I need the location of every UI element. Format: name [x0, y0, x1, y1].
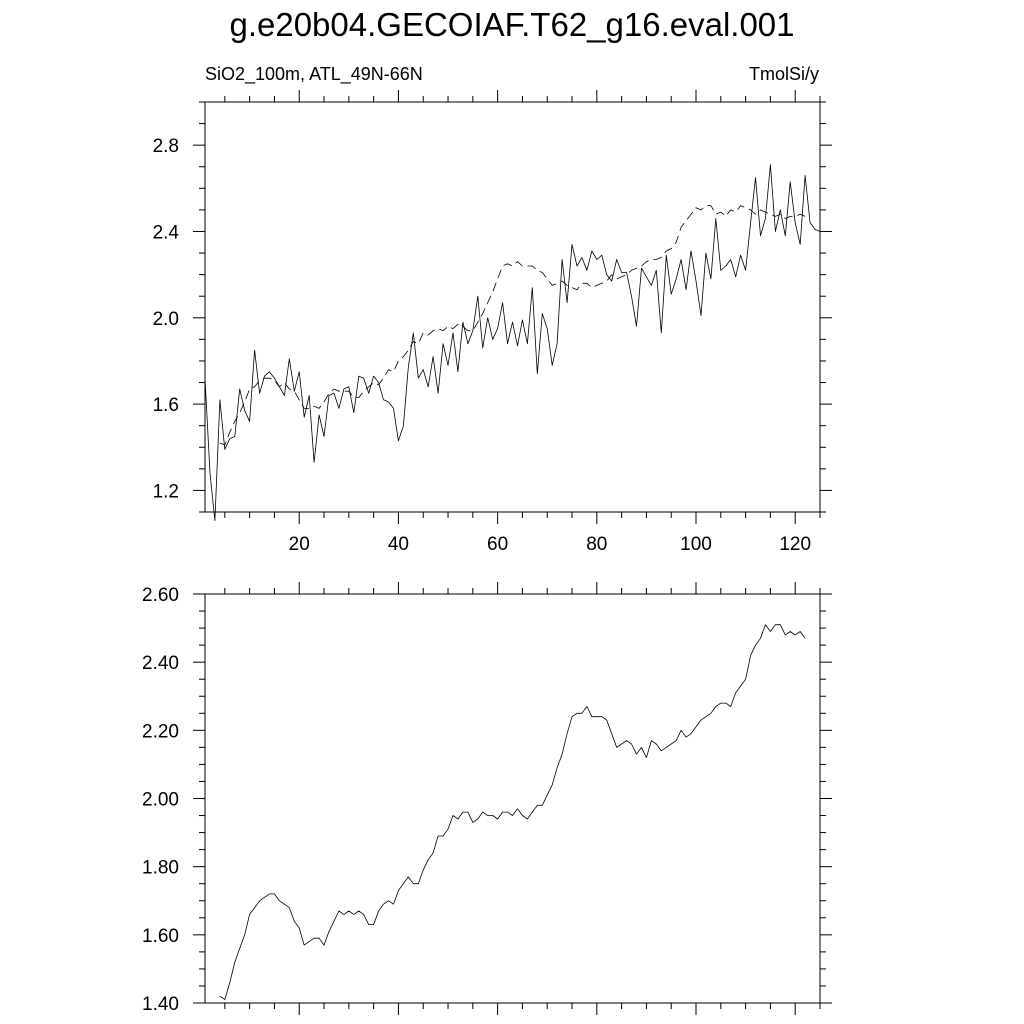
- y-tick-label: 2.00: [142, 790, 179, 811]
- y-tick-label: 2.60: [142, 585, 179, 606]
- variable-region-label: SiO2_100m, ATL_49N-66N: [205, 64, 423, 84]
- chart-title: g.e20b04.GECOIAF.T62_g16.eval.001: [229, 6, 795, 43]
- y-tick-label: 2.8: [153, 136, 179, 157]
- y-tick-label: 2.40: [142, 653, 179, 674]
- x-tick-label: 20: [289, 534, 310, 555]
- y-tick-label: 2.4: [153, 222, 180, 243]
- y-tick-label: 1.2: [153, 481, 179, 502]
- x-tick-label: 40: [388, 534, 409, 555]
- y-tick-label: 2.20: [142, 721, 179, 742]
- plot-frame: [204, 101, 821, 513]
- y-tick-label: 1.40: [142, 994, 179, 1015]
- running-mean-line: [219, 205, 806, 446]
- y-tick-label: 1.6: [153, 395, 179, 416]
- plot-frame: [204, 593, 821, 1004]
- data-line: [204, 164, 821, 521]
- y-tick-label: 1.60: [142, 926, 179, 947]
- x-tick-label: 100: [680, 534, 712, 555]
- x-tick-label: 60: [487, 534, 508, 555]
- y-tick-label: 1.80: [142, 858, 179, 879]
- units-label: TmolSi/y: [748, 64, 819, 84]
- y-tick-label: 2.0: [153, 309, 179, 330]
- x-tick-label: 80: [586, 534, 607, 555]
- data-line: [219, 624, 806, 1000]
- x-tick-label: 120: [779, 534, 811, 555]
